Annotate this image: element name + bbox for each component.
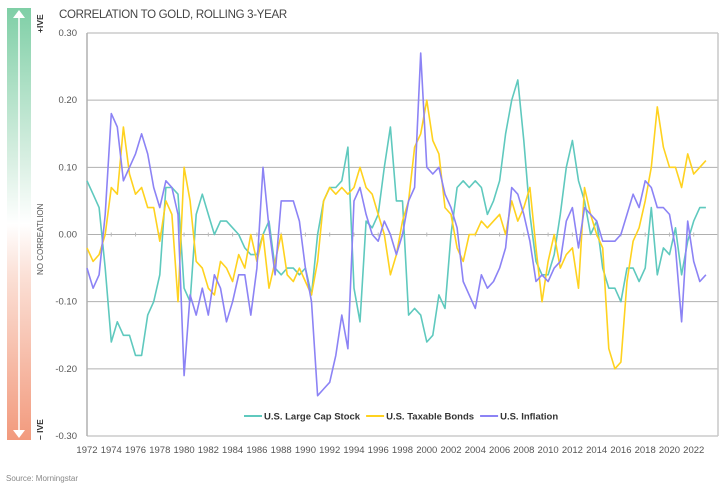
x-tick-label: 2004: [465, 445, 486, 456]
y-tick-label: -0.20: [55, 364, 77, 375]
x-tick-label: 2012: [562, 445, 583, 456]
chart-title: CORRELATION TO GOLD, ROLLING 3-YEAR: [59, 9, 287, 21]
x-tick-label: 1978: [149, 445, 170, 456]
source-note: Source: Morningstar: [6, 474, 79, 483]
x-tick-label: 1984: [222, 445, 243, 456]
x-tick-label: 1976: [125, 445, 146, 456]
y-tick-label: -0.10: [55, 297, 77, 308]
x-tick-label: 2022: [683, 445, 704, 456]
x-tick-label: 2002: [440, 445, 461, 456]
x-tick-label: 2006: [489, 445, 510, 456]
x-tick-label: 2018: [635, 445, 656, 456]
correlation-scale-bar: [7, 8, 31, 440]
x-tick-label: 1974: [101, 445, 122, 456]
x-tick-label: 1994: [343, 445, 364, 456]
series-line-u-s-inflation: [86, 52, 707, 397]
series-line-u-s-large-cap-stock: [86, 79, 706, 357]
legend-label: U.S. Inflation: [500, 412, 558, 423]
x-tick-label: 2000: [416, 445, 437, 456]
scale-arrow-icon: [13, 10, 25, 438]
legend-label: U.S. Large Cap Stock: [264, 412, 361, 423]
x-tick-label: 1990: [295, 445, 316, 456]
x-tick-label: 2010: [538, 445, 559, 456]
y-tick-label: 0.20: [59, 95, 78, 106]
x-tick-label: 1998: [392, 445, 413, 456]
x-tick-label: 2008: [513, 445, 534, 456]
x-tick-label: 1982: [198, 445, 219, 456]
x-tick-label: 1986: [246, 445, 267, 456]
x-tick-label: 1996: [368, 445, 389, 456]
y-tick-label: -0.30: [55, 431, 77, 442]
x-tick-label: 1988: [271, 445, 292, 456]
y-tick-label: 0.10: [59, 162, 78, 173]
x-tick-label: 2020: [659, 445, 680, 456]
x-tick-label: 2016: [610, 445, 631, 456]
x-tick-label: 1980: [174, 445, 195, 456]
x-tick-label: 1992: [319, 445, 340, 456]
y-tick-label: 0.00: [59, 230, 78, 241]
legend-label: U.S. Taxable Bonds: [386, 412, 474, 423]
x-tick-label: 1972: [76, 445, 97, 456]
x-tick-label: 2014: [586, 445, 607, 456]
y-tick-label: 0.30: [59, 28, 78, 39]
